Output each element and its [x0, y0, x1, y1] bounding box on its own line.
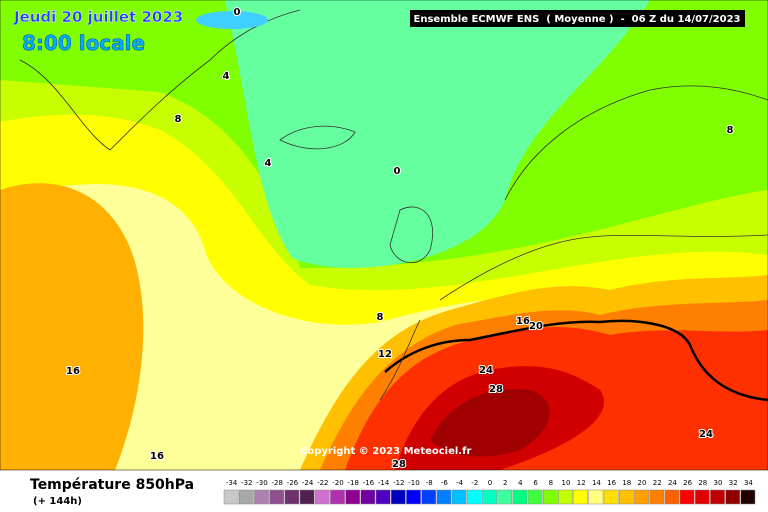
colorbar-tick-label: -30 [256, 479, 267, 487]
colorbar-tick-label: 0 [488, 479, 492, 487]
colorbar-tick-label: 12 [577, 479, 586, 487]
colorbar-swatch [299, 489, 315, 505]
contour-label: 20 [529, 321, 543, 332]
colorbar-tick-label: 26 [683, 479, 692, 487]
colorbar-swatch [527, 489, 543, 505]
contour-label: 28 [489, 384, 503, 395]
subtitle: 8:00 locale [22, 31, 145, 55]
map-background [0, 0, 768, 471]
contour-label: 4 [223, 71, 230, 82]
colorbar-tick-label: -10 [408, 479, 419, 487]
colorbar-swatch [330, 489, 345, 505]
colorbar-tick-label: 2 [503, 479, 507, 487]
colorbar-swatch [542, 489, 558, 505]
colorbar-swatch [497, 489, 513, 505]
colorbar-tick-label: 6 [533, 479, 538, 487]
colorbar-swatch [573, 489, 589, 505]
colorbar-tick-label: 14 [592, 479, 601, 487]
colorbar-tick-label: -6 [441, 479, 449, 487]
colorbar-swatch [360, 489, 376, 505]
colorbar: -34 -32 -30 -28 -26 -24 -22 -20 -18 -16 -14 -12 -10-… [223, 479, 756, 505]
colorbar-tick-label: -22 [317, 479, 328, 487]
colorbar-swatch [254, 489, 269, 505]
colorbar-tick-label: 8 [549, 479, 553, 487]
colorbar-swatch [694, 489, 710, 505]
contour-label: 12 [378, 349, 392, 360]
colorbar-tick-label: -24 [302, 479, 314, 487]
colorbar-tick-label: -34 [226, 479, 238, 487]
colorbar-swatch [603, 489, 619, 505]
colorbar-tick-label: 34 [744, 479, 753, 487]
legend-title: Température 850hPa [30, 477, 194, 493]
colorbar-tick-label: 32 [729, 479, 738, 487]
header-box [410, 10, 745, 27]
colorbar-tick-label: -28 [271, 479, 282, 487]
colorbar-tick-label: 28 [698, 479, 707, 487]
colorbar-swatch [679, 489, 695, 505]
colorbar-swatch [406, 489, 421, 505]
title: Jeudi 20 juillet 2023 [13, 8, 183, 26]
copyright: Copyright © 2023 Meteociel.fr [300, 446, 471, 457]
colorbar-swatch [284, 489, 300, 505]
colorbar-tick-label: -14 [378, 479, 390, 487]
colorbar-swatch [588, 489, 604, 505]
contour-label: 8 [377, 312, 384, 323]
contour-label: 24 [699, 429, 713, 440]
contour-label: 16 [150, 451, 164, 462]
header: Ensemble ECMWF ENS ( Moyenne ) - 06 Z du… [414, 14, 741, 25]
colorbar-tick-label: 18 [622, 479, 631, 487]
colorbar-swatch [634, 489, 649, 505]
colorbar-swatch [421, 489, 437, 505]
colorbar-tick-label: -32 [241, 479, 252, 487]
legend-lead: (+ 144h) [33, 496, 82, 507]
colorbar-tick-label: 4 [518, 479, 523, 487]
colorbar-tick-label: 10 [562, 479, 571, 487]
colorbar-swatch [618, 489, 634, 505]
colorbar-swatch [740, 489, 756, 505]
colorbar-tick-label: -18 [347, 479, 358, 487]
colorbar-tick-label: 24 [668, 479, 677, 487]
colorbar-tick-label: 16 [607, 479, 616, 487]
contour-label: 16 [66, 366, 80, 377]
colorbar-swatch [223, 489, 239, 505]
contour-label: 28 [392, 459, 406, 470]
colorbar-tick-label: -20 [332, 479, 343, 487]
colorbar-swatch [664, 489, 680, 505]
contour-label: 0 [394, 166, 401, 177]
colorbar-tick-label: -4 [456, 479, 464, 487]
colorbar-tick-label: -26 [287, 479, 299, 487]
contour-label: 0 [234, 7, 241, 18]
contour-label: 16 [516, 316, 530, 327]
colorbar-tick-label: 22 [653, 479, 662, 487]
colorbar-swatch [238, 489, 254, 505]
colorbar-swatch [725, 489, 741, 505]
colorbar-swatch [482, 489, 497, 505]
colorbar-swatch [466, 489, 482, 505]
colorbar-swatch [345, 489, 361, 505]
colorbar-swatch [375, 489, 391, 505]
contour-label: 8 [727, 125, 734, 136]
contour-label: 24 [479, 365, 493, 376]
colorbar-tick-label: -8 [426, 479, 433, 487]
colorbar-tick-label: -16 [363, 479, 375, 487]
colorbar-swatch [269, 489, 285, 505]
colorbar-swatch [649, 489, 665, 505]
colorbar-swatch [710, 489, 725, 505]
colorbar-swatch [451, 489, 467, 505]
colorbar-swatch [390, 489, 406, 505]
colorbar-swatch [512, 489, 528, 505]
colorbar-tick-label: 30 [714, 479, 723, 487]
colorbar-swatch [436, 489, 452, 505]
colorbar-tick-label: -2 [471, 479, 478, 487]
contour-label: 8 [175, 114, 182, 125]
colorbar-tick-label: -12 [393, 479, 404, 487]
colorbar-swatch [558, 489, 573, 505]
contour-label: 4 [265, 158, 272, 169]
colorbar-swatch [314, 489, 330, 505]
colorbar-tick-label: 20 [638, 479, 647, 487]
